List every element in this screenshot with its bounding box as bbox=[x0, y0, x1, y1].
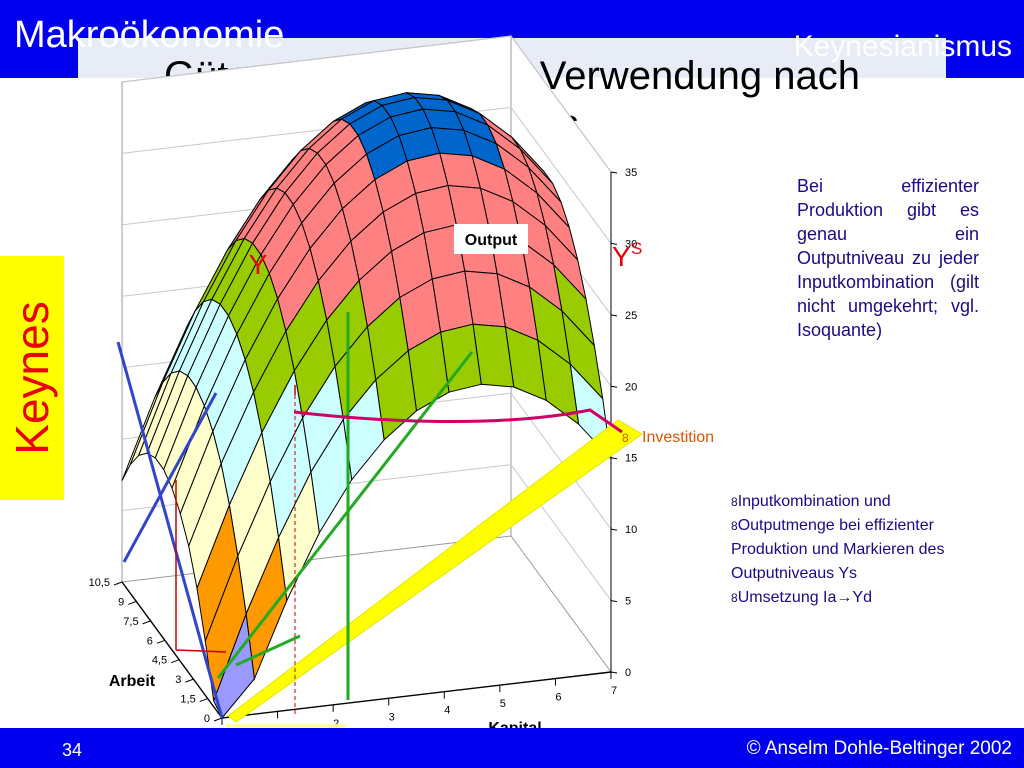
side-tag: Keynes bbox=[0, 256, 64, 500]
output-tick bbox=[610, 385, 618, 388]
output-tick bbox=[610, 457, 618, 460]
output-axis-title: Output bbox=[465, 232, 518, 249]
arbeit-tick-label: 3 bbox=[175, 674, 181, 686]
arbeit-tick-label: 6 bbox=[147, 635, 153, 647]
surface-cell bbox=[213, 613, 255, 719]
topic-title: Keynesianismus bbox=[793, 30, 1012, 63]
output-tick bbox=[610, 671, 618, 674]
ys-curve-label: Y bbox=[612, 241, 631, 272]
kapital-axis bbox=[221, 671, 612, 719]
kapital-tick-label: 7 bbox=[611, 685, 617, 697]
arbeit-tick bbox=[213, 717, 223, 722]
kapital-tick-label: 3 bbox=[389, 711, 395, 723]
page-number: 34 bbox=[62, 740, 83, 760]
arbeit-tick-label: 10,5 bbox=[89, 577, 110, 589]
bullet-icon: 8 bbox=[731, 495, 738, 509]
output-tick bbox=[610, 314, 618, 317]
arbeit-axis-title: Arbeit bbox=[109, 673, 156, 690]
bullet-icon: 8 bbox=[731, 519, 738, 533]
investition-curve bbox=[293, 408, 623, 434]
output-tick bbox=[610, 242, 618, 245]
note-item-umsetzung: 8Umsetzung Ia→Yd bbox=[731, 589, 872, 606]
investment-plane bbox=[227, 419, 643, 723]
arbeit-tick bbox=[142, 620, 151, 625]
note-top: Bei effizienter Produktion gibt es genau… bbox=[797, 176, 979, 340]
output-title-box bbox=[454, 224, 528, 254]
note-item-inputkombination: 8Inputkombination und bbox=[731, 493, 891, 510]
z-gridline bbox=[121, 106, 612, 244]
investition-label: Investition bbox=[642, 429, 714, 446]
output-tick-label: 5 bbox=[625, 596, 631, 608]
output-tick-label: 15 bbox=[625, 453, 637, 465]
output-tick-label: 10 bbox=[625, 524, 637, 536]
arbeit-tick bbox=[156, 639, 166, 644]
arbeit-tick bbox=[113, 581, 123, 586]
y-line bbox=[116, 341, 224, 719]
ys-line bbox=[216, 351, 474, 679]
kapital-tick-label: 4 bbox=[444, 705, 450, 717]
kapital-tick-label: 5 bbox=[500, 698, 506, 710]
output-tick bbox=[610, 600, 618, 603]
kapital-tick-label: 6 bbox=[555, 692, 561, 704]
output-tick bbox=[610, 528, 618, 531]
output-tick-label: 35 bbox=[625, 167, 637, 179]
note-item-outputmenge: 8Outputmenge bei effizienter Produktion … bbox=[731, 517, 945, 582]
arbeit-axis bbox=[121, 581, 223, 719]
arbeit-tick bbox=[128, 600, 137, 605]
y-curve-label: Y bbox=[249, 249, 268, 280]
bullet-icon: 8 bbox=[731, 591, 738, 605]
arbeit-tick-label: 0 bbox=[204, 713, 210, 725]
arbeit-tick-label: 7,5 bbox=[123, 616, 138, 628]
output-tick-label: 0 bbox=[625, 667, 631, 679]
ys-segment bbox=[235, 634, 301, 667]
red-horizontal-line bbox=[175, 649, 227, 653]
output-tick-label: 30 bbox=[625, 238, 637, 250]
copyright: © Anselm Dohle-Beltinger 2002 bbox=[746, 738, 1012, 759]
output-tick-label: 20 bbox=[625, 381, 637, 393]
arbeit-tick-label: 4,5 bbox=[152, 655, 167, 667]
arbeit-tick bbox=[185, 678, 194, 683]
arbeit-tick-label: 1,5 bbox=[180, 694, 195, 706]
output-tick-label: 25 bbox=[625, 310, 637, 322]
kapital-tick-label: 2 bbox=[333, 718, 339, 730]
arbeit-tick bbox=[199, 698, 208, 703]
y-cross-line bbox=[122, 392, 218, 563]
note-bottom: 8Inputkombination und 8Outputmenge bei e… bbox=[731, 490, 971, 610]
arbeit-tick-label: 9 bbox=[118, 596, 124, 608]
arbeit-tick bbox=[170, 659, 180, 664]
z-gridline bbox=[121, 35, 612, 173]
footer-bar bbox=[0, 728, 1024, 768]
output-tick bbox=[610, 171, 618, 174]
investition-icon: 8 bbox=[622, 431, 629, 445]
course-title: Makroökonomie bbox=[14, 14, 285, 56]
ys-superscript: S bbox=[631, 239, 642, 258]
